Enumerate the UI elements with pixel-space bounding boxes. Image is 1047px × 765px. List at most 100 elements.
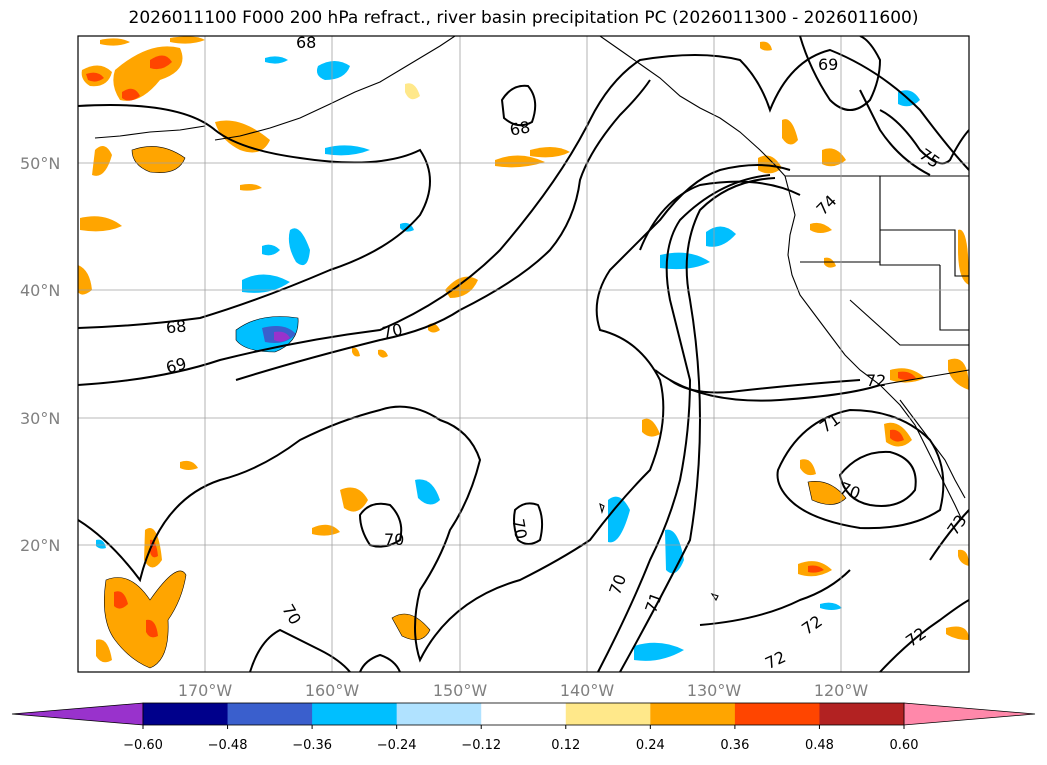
precip-patch [415, 479, 440, 505]
contour-72 [879, 599, 969, 672]
colorbar-bin [734, 703, 820, 725]
contour-70-cell [358, 502, 403, 548]
colorbar-tick-label: −0.36 [292, 738, 332, 753]
refractivity-contours [78, 36, 969, 672]
contour-73 [654, 369, 881, 402]
precip-patch [114, 591, 128, 609]
precip-patch [758, 155, 782, 174]
island [599, 502, 605, 514]
precip-patch [958, 229, 969, 285]
contour-70 [235, 79, 651, 381]
lon-axis: 170°W 160°W 150°W 140°W 130°W 120°W [178, 681, 869, 700]
contour-label: 69 [818, 55, 838, 74]
colorbar-tick-label: −0.24 [377, 738, 417, 753]
lon-label: 130°W [687, 681, 742, 700]
precip-patch [495, 155, 545, 168]
coastline [784, 175, 963, 521]
map-title: 2026011100 F000 200 hPa refract., river … [128, 8, 919, 28]
contour-label: 72 [866, 371, 886, 390]
precip-patch [898, 371, 916, 380]
precip-patch [946, 626, 969, 640]
colorbar-tick-label: 0.48 [805, 738, 834, 753]
colorbar-bin [312, 703, 398, 725]
precip-patch [820, 602, 842, 610]
precip-patch [810, 222, 832, 233]
contour-70 [78, 164, 791, 663]
coastline [94, 125, 206, 139]
precip-patch [78, 265, 92, 295]
precip-patch [608, 496, 630, 543]
precip-patch [242, 274, 290, 293]
precip-patch [316, 61, 350, 80]
precip-patch [634, 642, 684, 661]
colorbar-tick-label: −0.60 [123, 738, 163, 753]
lon-label: 120°W [814, 681, 869, 700]
contour-70-cell [513, 502, 544, 545]
border [879, 369, 969, 386]
precip-patch [958, 549, 969, 566]
lon-label: 150°W [433, 681, 488, 700]
lat-label: 20°N [20, 536, 60, 555]
coastline [899, 399, 966, 499]
precip-patch [445, 276, 478, 298]
graticule [78, 36, 969, 672]
colorbar-bin [819, 703, 905, 725]
precip-patch [392, 614, 430, 640]
precip-patch [96, 539, 106, 549]
coastlines [94, 36, 969, 602]
border [849, 299, 969, 346]
precip-patch [948, 358, 969, 390]
precip-patch [150, 55, 172, 70]
precip-patch [890, 429, 904, 442]
contour-75 [879, 109, 969, 165]
precip-patch [215, 120, 270, 153]
contour-72 [619, 177, 776, 672]
contour-label: 68 [508, 117, 531, 139]
precip-patch [265, 56, 288, 64]
lon-label: 160°W [305, 681, 360, 700]
contour-70 [359, 653, 401, 672]
precip-patch [180, 460, 198, 470]
precip-patch [92, 146, 112, 176]
contour-71 [776, 408, 945, 530]
precip-patch [312, 524, 340, 536]
precip-patch [642, 418, 660, 437]
contour-label: 70 [380, 320, 404, 343]
contour-73 [929, 509, 969, 561]
colorbar-tick-label: −0.12 [461, 738, 501, 753]
lat-label: 50°N [20, 154, 60, 173]
colorbar-tick-label: 0.60 [890, 738, 919, 753]
contour-label: 68 [165, 316, 187, 337]
colorbar-bin [481, 703, 567, 725]
contour-73 [859, 89, 931, 176]
colorbar-bin [227, 703, 313, 725]
lat-label: 30°N [20, 409, 60, 428]
contour-70 [249, 628, 351, 672]
precip-patch [405, 83, 420, 100]
colorbar: −0.60 −0.48 −0.36 −0.24 −0.12 0.12 0.24 0.36 0.4… [11, 702, 1036, 753]
precip-patch [122, 88, 140, 101]
colorbar-tick-label: −0.48 [208, 738, 248, 753]
contour-68-cell [500, 84, 537, 127]
contour-label: 68 [296, 33, 316, 52]
precip-patch [262, 244, 280, 256]
precip-patch [800, 459, 816, 476]
plot-frame [77, 35, 970, 673]
contour-74 [639, 180, 801, 251]
colorbar-tick-label: 0.12 [551, 738, 580, 753]
border [939, 265, 969, 331]
precip-patch [240, 184, 262, 191]
precip-shading [78, 36, 969, 668]
precip-patch [170, 36, 205, 44]
precip-patch [146, 619, 158, 638]
border [880, 229, 969, 277]
precip-patch [80, 216, 122, 232]
colorbar-bin [565, 703, 651, 725]
precip-patch [288, 228, 310, 266]
lon-label: 170°W [178, 681, 233, 700]
precip-patch [822, 148, 846, 167]
contour-label: 70 [384, 530, 404, 549]
precip-patch [274, 331, 290, 342]
contour-69 [78, 48, 969, 386]
contour-69 [799, 36, 882, 111]
